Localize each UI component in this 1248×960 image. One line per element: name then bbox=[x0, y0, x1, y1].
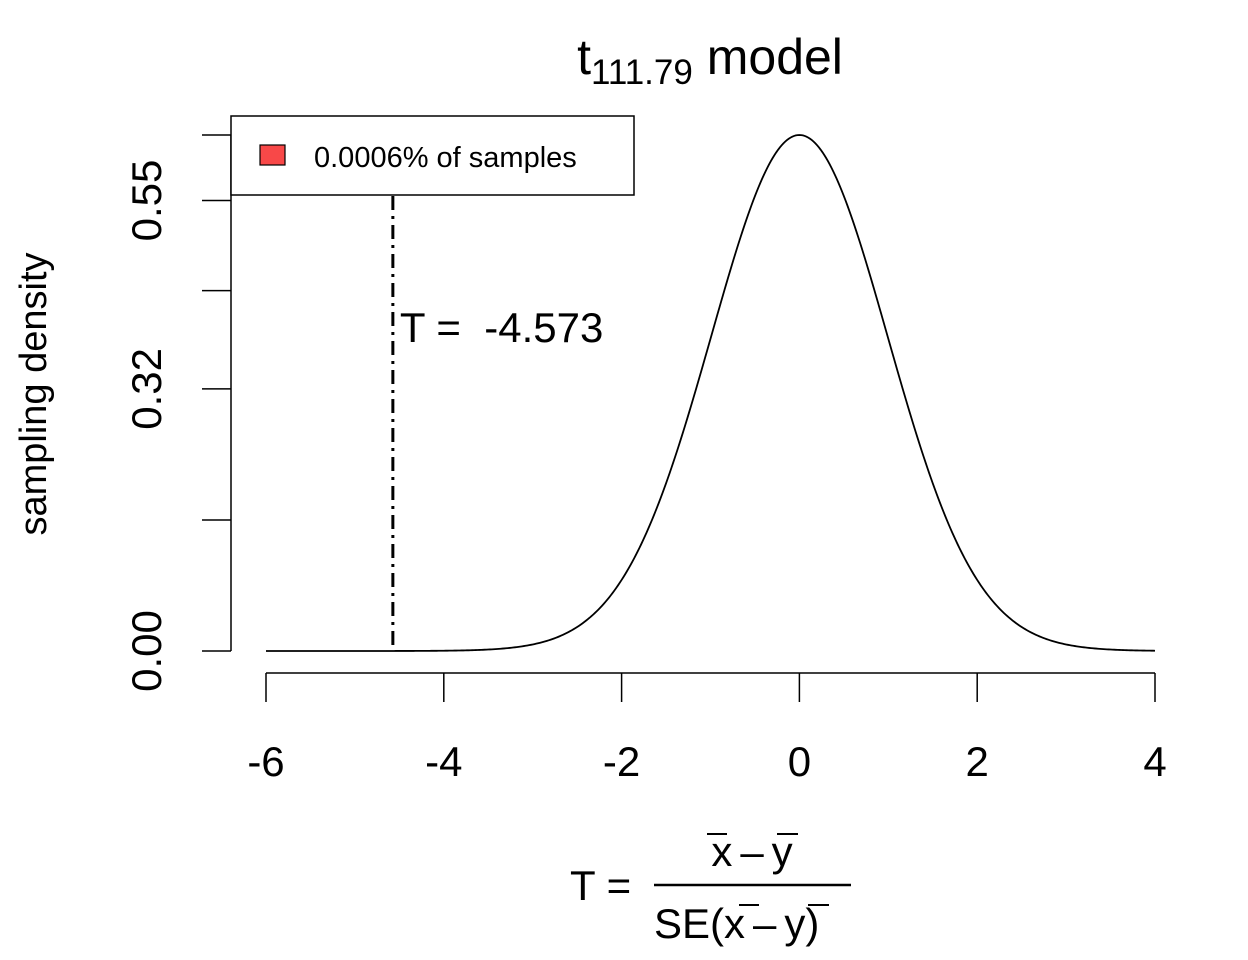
numerator-minus: – bbox=[740, 828, 764, 875]
x-tick-label: 4 bbox=[1143, 738, 1166, 785]
x-tick-label: 0 bbox=[788, 738, 811, 785]
denominator-b: y bbox=[784, 900, 805, 947]
denominator-open: ( bbox=[710, 900, 724, 947]
denominator-a: x bbox=[724, 900, 745, 947]
y-tick-label: 0.55 bbox=[123, 160, 170, 242]
numerator-b: y bbox=[772, 828, 793, 875]
title-subscript: 111.79 bbox=[591, 53, 693, 92]
denominator-minus: – bbox=[753, 900, 777, 947]
x-tick-label: 2 bbox=[966, 738, 989, 785]
legend-label: 0.0006% of samples bbox=[314, 142, 577, 174]
x-label-numerator: x – y bbox=[711, 828, 792, 875]
legend: 0.0006% of samples bbox=[230, 115, 635, 196]
y-axis-label: sampling density bbox=[13, 252, 55, 535]
y-tick-label: 0.00 bbox=[123, 610, 170, 692]
y-axis: 0.00 0.32 0.55 bbox=[123, 134, 232, 692]
title-suffix: model bbox=[693, 29, 843, 85]
x-axis: -6 -4 -2 0 2 4 bbox=[247, 672, 1167, 785]
observed-statistic-label: T = -4.573 bbox=[400, 304, 604, 351]
y-tick-label: 0.32 bbox=[123, 348, 170, 430]
numerator-a: x bbox=[711, 828, 732, 875]
legend-swatch bbox=[259, 144, 286, 166]
chart-title: t111.79 model bbox=[577, 29, 843, 92]
x-label-lhs: T = bbox=[570, 862, 631, 909]
x-tick-label: -6 bbox=[247, 738, 284, 785]
x-label-denominator: SE(x – y) bbox=[654, 900, 819, 947]
x-tick-label: -2 bbox=[603, 738, 640, 785]
title-base: t bbox=[577, 29, 591, 85]
density-curve bbox=[266, 134, 1156, 652]
legend-box bbox=[230, 115, 635, 196]
x-axis-label: T = x – y SE(x – y) bbox=[570, 828, 851, 947]
x-tick-label: -4 bbox=[425, 738, 462, 785]
denominator-prefix: SE bbox=[654, 900, 710, 947]
denominator-close: ) bbox=[805, 900, 819, 947]
